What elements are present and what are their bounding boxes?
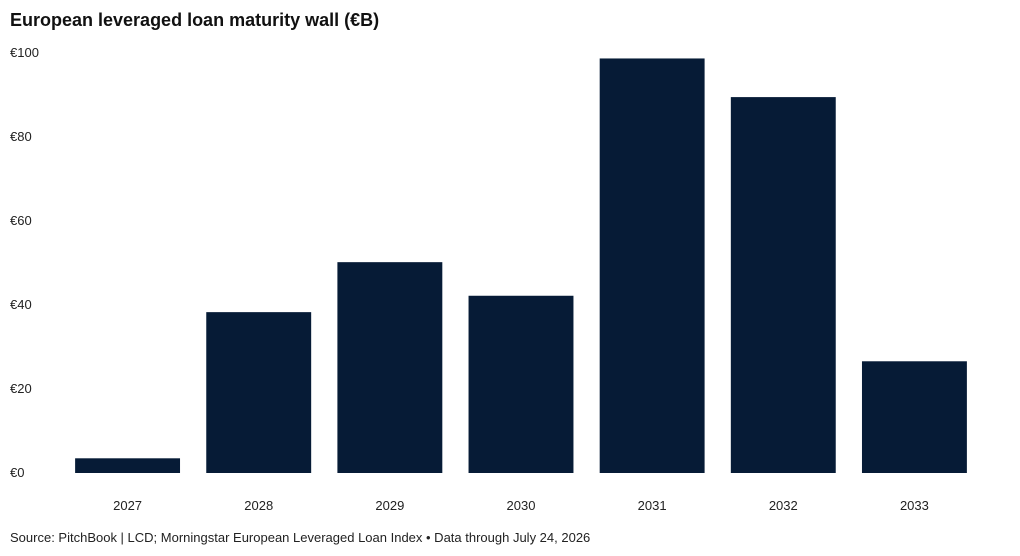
x-tick-label: 2030 <box>507 498 536 513</box>
y-tick-label: €60 <box>10 213 32 228</box>
x-tick-label: 2028 <box>244 498 273 513</box>
bars <box>75 58 967 474</box>
bar-2031 <box>599 58 705 474</box>
x-tick-label: 2033 <box>900 498 929 513</box>
bar-2033 <box>861 361 967 473</box>
y-tick-label: €80 <box>10 129 32 144</box>
x-tick-label: 2031 <box>638 498 667 513</box>
y-tick-label: €40 <box>10 297 32 312</box>
y-tick-label: €20 <box>10 381 32 396</box>
x-tick-label: 2027 <box>113 498 142 513</box>
y-tick-label: €0 <box>10 465 24 480</box>
chart-title: European leveraged loan maturity wall (€… <box>10 10 380 30</box>
x-tick-label: 2029 <box>375 498 404 513</box>
bar-2028 <box>206 312 312 473</box>
bar-2029 <box>337 262 443 473</box>
bar-chart: €0€20€40€60€80€100 2027 2028 2029 2030 2031 2… <box>10 45 967 513</box>
x-tick-label: 2032 <box>769 498 798 513</box>
bar-2030 <box>468 295 574 473</box>
source-note: Source: PitchBook | LCD; Morningstar Eur… <box>10 530 591 545</box>
bar-2027 <box>75 458 181 473</box>
x-axis: 2027 2028 2029 2030 2031 2032 2033 <box>113 498 929 513</box>
y-axis: €0 €20 €40 €60 €80 €100 <box>10 45 39 480</box>
y-tick-label: €100 <box>10 45 39 60</box>
bar-2032 <box>730 97 836 473</box>
